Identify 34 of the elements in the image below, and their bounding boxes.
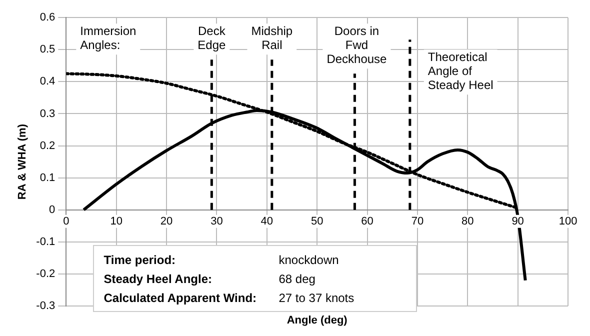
annotation: Time period: (104, 252, 177, 267)
y-tick-label: 0.6 (40, 12, 56, 24)
annotation: 27 to 37 knots (278, 290, 354, 305)
x-tick-label: 0 (63, 215, 70, 228)
x-tick-label: 50 (310, 215, 324, 228)
x-tick-label: 60 (361, 215, 374, 228)
ref-line-label: Theoretical Angle of Steady Heel (428, 50, 494, 92)
y-tick-label: 0.3 (40, 108, 56, 120)
y-tick-label: 0 (49, 204, 56, 216)
y-tick-label: 0.4 (40, 76, 56, 88)
y-tick-label: -0.1 (36, 236, 56, 248)
annotation: 68 deg (278, 272, 316, 286)
y-axis-title: RA & WHA (m) (16, 124, 29, 200)
annotation: Immersion Angles: (80, 24, 136, 52)
y-tick-label: 0.1 (40, 172, 56, 184)
annotation: Calculated Apparent Wind: (104, 290, 258, 305)
ref-line-label: Deck Edge (198, 24, 226, 52)
annotation: Steady Heel Angle: (104, 272, 214, 286)
x-axis-title: Angle (deg) (286, 314, 348, 327)
annotation: knockdown (278, 252, 339, 267)
y-tick-label: -0.2 (36, 268, 56, 280)
y-tick-label: -0.3 (36, 300, 56, 312)
y-tick-label: 0.5 (40, 44, 56, 56)
ref-line-label: Doors in Fwd Deckhouse (326, 24, 388, 66)
x-tick-label: 30 (210, 215, 223, 228)
x-tick-label: 40 (260, 215, 274, 228)
x-tick-label: 100 (558, 215, 578, 228)
y-tick-label: 0.2 (40, 140, 56, 152)
x-tick-label: 90 (512, 215, 524, 228)
x-tick-label: 10 (110, 215, 122, 228)
ref-line-label: Midship Rail (251, 24, 293, 52)
x-tick-label: 70 (411, 215, 424, 228)
x-tick-label: 80 (462, 215, 474, 228)
x-tick-label: 20 (160, 215, 173, 228)
